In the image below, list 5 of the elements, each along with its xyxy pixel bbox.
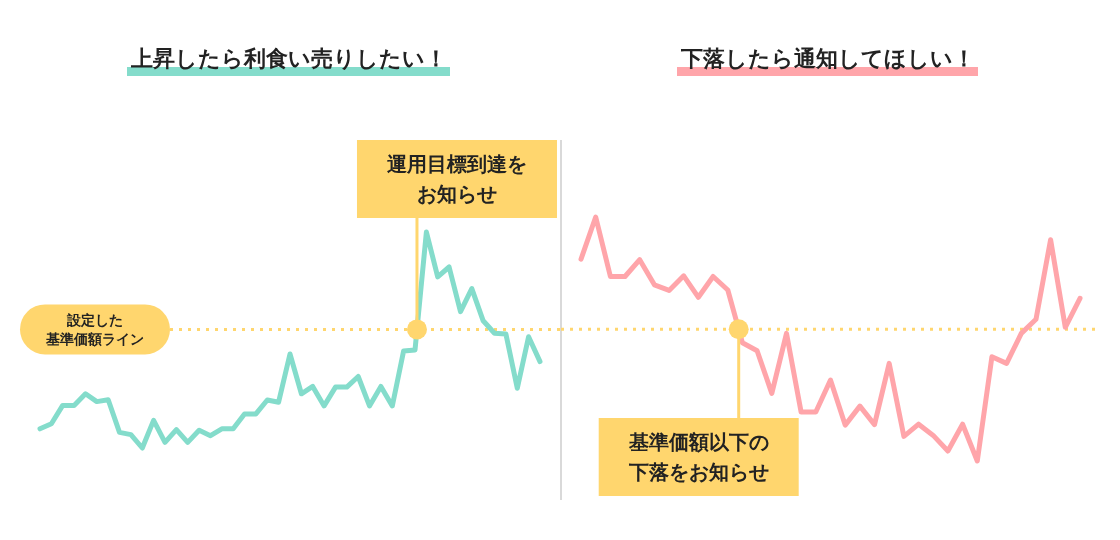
title: 上昇したら利食い売りしたい！ bbox=[131, 45, 447, 71]
annotation: 基準価額以下の下落をお知らせ bbox=[628, 430, 769, 484]
ref-label: 設定した基準価額ライン bbox=[46, 311, 144, 347]
annotation: 運用目標到達をお知らせ bbox=[387, 152, 527, 206]
title: 下落したら通知してほしい！ bbox=[681, 45, 975, 71]
